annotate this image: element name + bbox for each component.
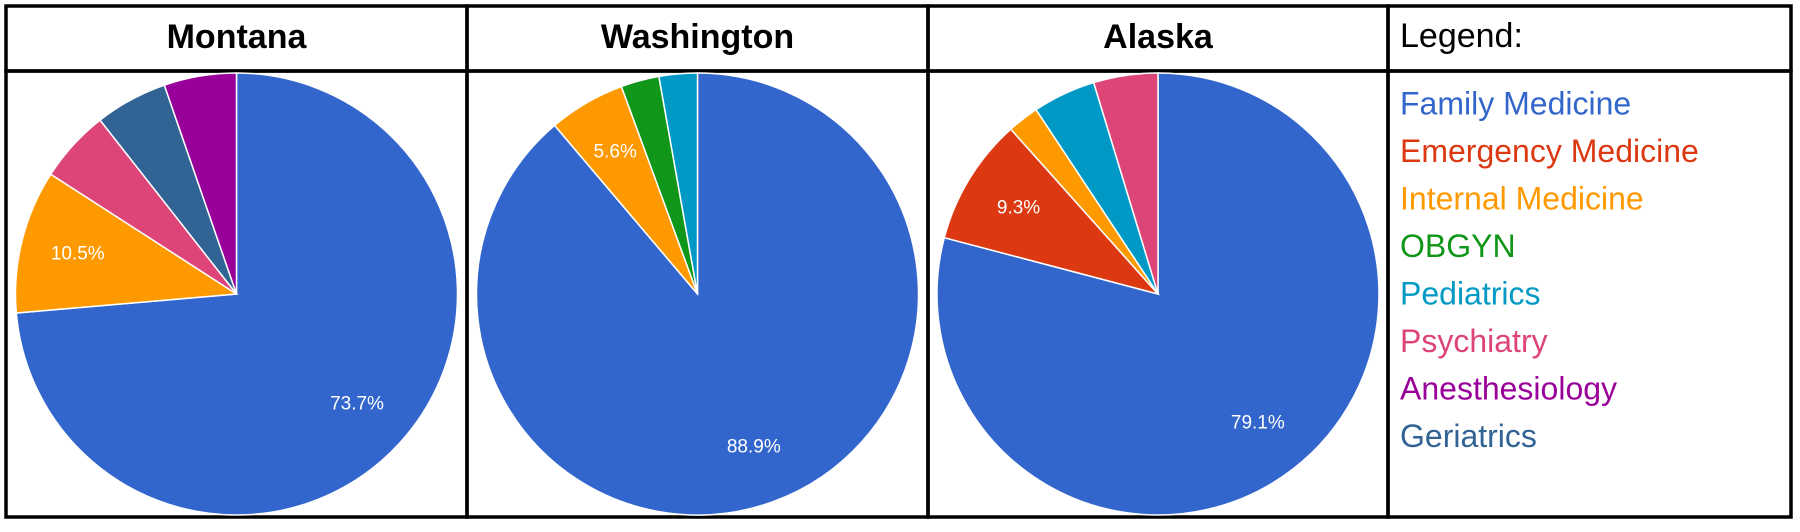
pie-slice — [657, 72, 699, 295]
pie-title: Alaska — [1103, 18, 1214, 56]
legend-title: Legend: — [1400, 17, 1523, 55]
pie-slice — [943, 128, 1161, 296]
slice-label: 79.1% — [1231, 413, 1285, 434]
pie-slice — [14, 173, 239, 314]
legend-item: OBGYN — [1400, 228, 1516, 264]
legend-item: Psychiatry — [1400, 323, 1548, 359]
legend-item: Family Medicine — [1400, 85, 1631, 121]
legend-item: Pediatrics — [1400, 275, 1541, 311]
slice-label: 9.3% — [997, 198, 1040, 219]
body-cell — [1386, 69, 1793, 519]
pie-title: Washington — [601, 18, 794, 56]
slice-label: 5.6% — [594, 142, 637, 163]
legend-item: Internal Medicine — [1400, 180, 1644, 216]
slice-label: 88.9% — [727, 437, 781, 458]
pie-slice — [163, 72, 238, 295]
pie-slice — [1092, 72, 1159, 295]
legend-item: Geriatrics — [1400, 418, 1537, 454]
legend-item: Emergency Medicine — [1400, 133, 1699, 169]
slice-label: 73.7% — [330, 394, 384, 415]
pie-title: Montana — [167, 18, 308, 56]
slice-label: 10.5% — [51, 244, 105, 265]
legend-item: Anesthesiology — [1400, 370, 1617, 406]
